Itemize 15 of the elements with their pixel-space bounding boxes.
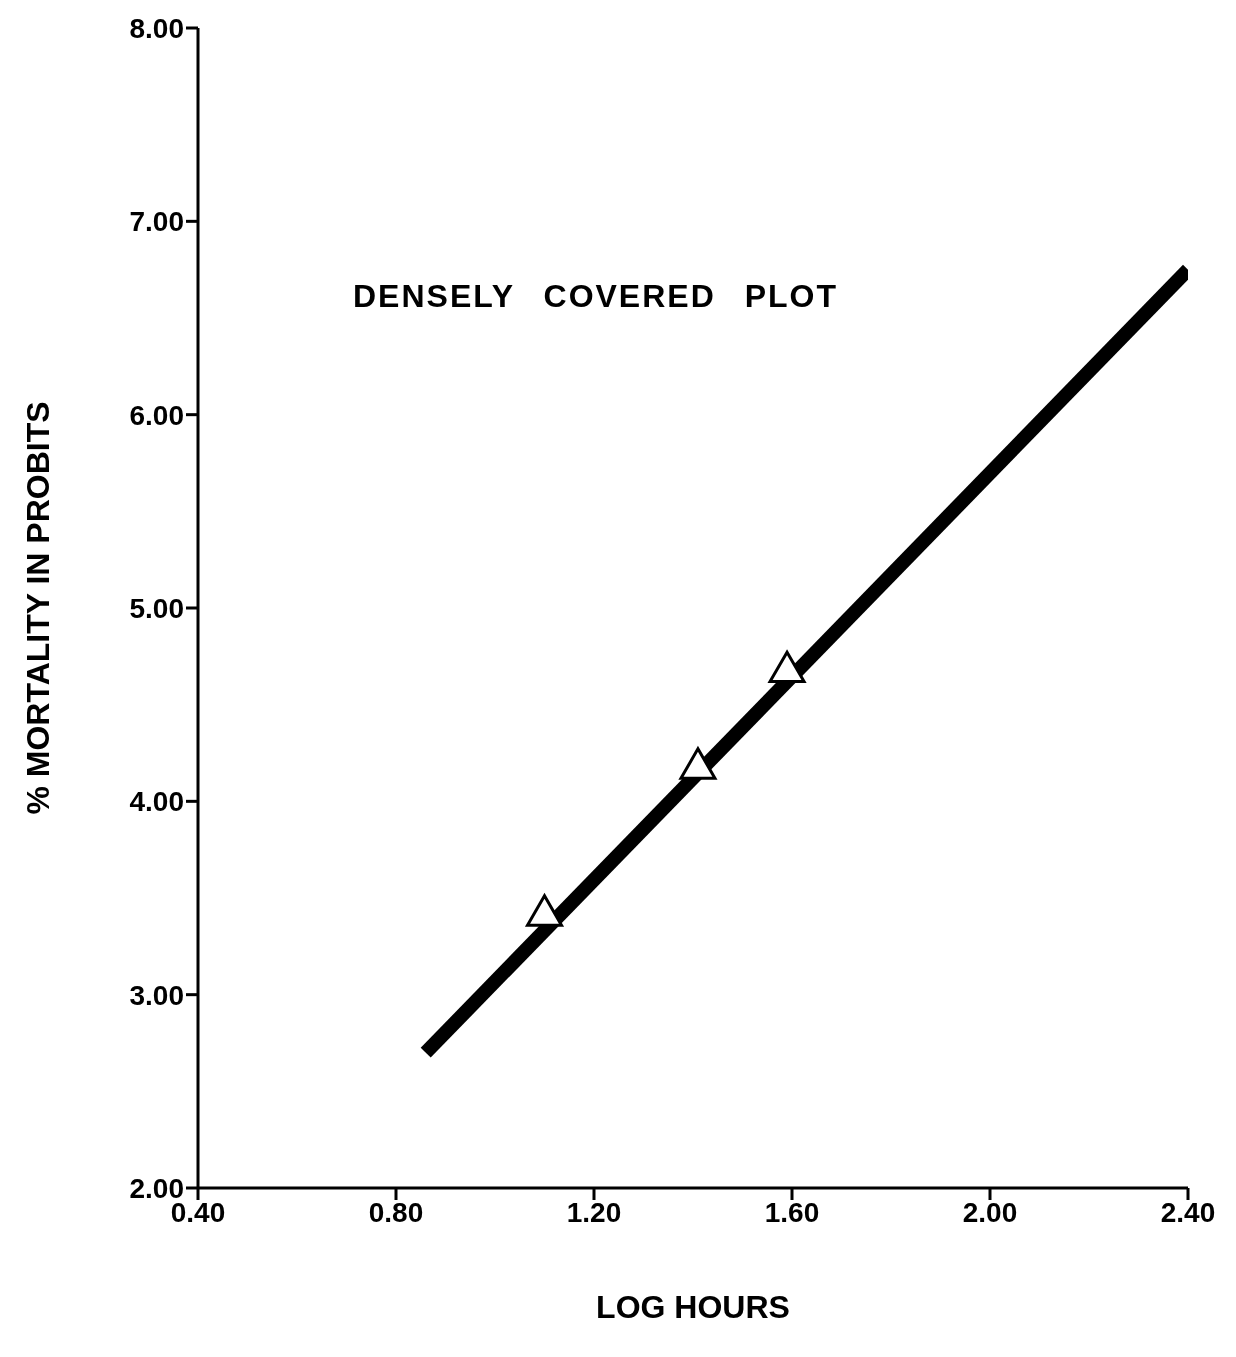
x-tick-label: 2.00 [962, 1196, 1018, 1228]
x-tick-label: 1.20 [566, 1196, 622, 1228]
y-tick-label: 5.00 [129, 592, 184, 624]
annotation: DENSELY COVERED PLOT [353, 278, 838, 315]
y-tick-label: 4.00 [129, 786, 184, 818]
x-tick-label: 1.60 [764, 1196, 820, 1228]
y-tick-label: 7.00 [129, 206, 184, 238]
y-tick-label: 3.00 [129, 979, 184, 1011]
x-tick-label: 0.80 [368, 1196, 424, 1228]
y-tick-label: 8.00 [129, 12, 184, 44]
x-axis-title: LOG HOURS [596, 1289, 790, 1325]
x-tick-label: 2.40 [1160, 1196, 1216, 1228]
y-tick-label: 6.00 [129, 399, 184, 431]
y-axis-title: % MORTALITY IN PROBITS [20, 401, 57, 815]
y-tick-label: 2.00 [129, 1172, 184, 1204]
